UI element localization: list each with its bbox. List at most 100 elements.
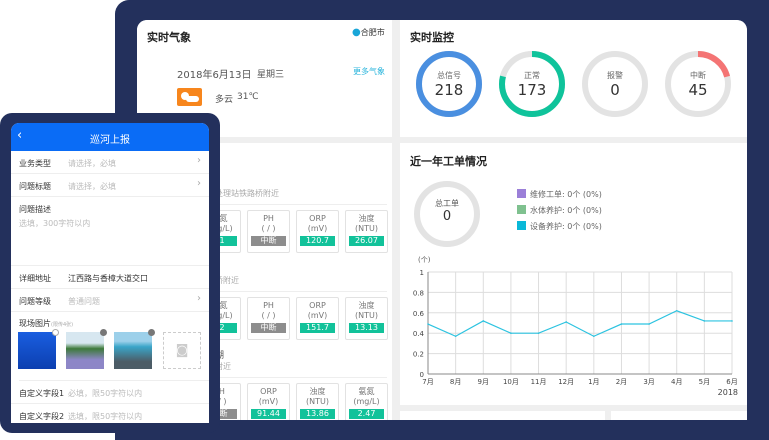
- field-placeholder: 选填，限50字符以内: [68, 412, 143, 421]
- ring-label: 总信号: [437, 71, 461, 80]
- legend-label: 设备养护:: [530, 222, 565, 231]
- city-selector[interactable]: ●合肥市: [352, 27, 385, 38]
- field-business-type[interactable]: 业务类型 请选择，必填 ›: [11, 151, 209, 174]
- ring-3[interactable]: 中断 45: [664, 50, 732, 118]
- monitor-title: 实时监控: [410, 31, 454, 44]
- sensor-unit: (mV): [258, 397, 279, 406]
- remove-photo-icon[interactable]: [100, 329, 107, 336]
- sensor-card[interactable]: PH( / ) 中断: [247, 297, 290, 340]
- bottom-panel-1: [400, 411, 605, 420]
- y-tick-label: 0.2: [413, 351, 424, 359]
- ring-gauge: [665, 51, 731, 117]
- sensor-name: ORP: [309, 214, 326, 223]
- sensor-value: 151.7: [300, 323, 335, 333]
- ring-2[interactable]: 报警 0: [581, 50, 649, 118]
- sensor-value: 2.47: [349, 409, 384, 419]
- y-tick-label: 0: [420, 371, 424, 379]
- phone-title: 巡河上报: [90, 135, 130, 146]
- sensor-card[interactable]: ORP (mV) 151.7: [296, 297, 339, 340]
- work-orders-panel: 近一年工单情况 总工单 0 维修工单: 0个 (0%) 水体养护: 0个 (0%)…: [400, 143, 747, 405]
- ring-value: 173: [517, 81, 547, 99]
- add-photo-button[interactable]: ◙: [163, 332, 201, 369]
- weather-date: 2018年6月13日: [177, 70, 252, 81]
- chevron-right-icon: ›: [197, 178, 201, 189]
- total-orders-label: 总工单: [435, 199, 459, 208]
- data-point: [731, 320, 733, 322]
- field-custom-1[interactable]: 自定义字段1 必填，限50字符以内: [11, 381, 209, 404]
- bottom-panel-2: [611, 411, 747, 420]
- series-line: [427, 310, 732, 337]
- dashboard-screen: 实时气象 ●合肥市 2018年6月13日 星期三 更多气象 多云 31℃ 实时监…: [137, 20, 747, 420]
- field-issue-title[interactable]: 问题标题 请选择，必填 ›: [11, 174, 209, 197]
- sensor-unit: ( / ): [261, 311, 276, 320]
- phone-header: ‹ 巡河上报: [11, 123, 209, 151]
- x-tick-label: 11月: [531, 378, 547, 386]
- monitor-panel: 实时监控 总信号 218 正常 173 报警 0 中断 45: [400, 20, 747, 137]
- x-tick-label: 1月: [588, 378, 599, 386]
- field-label: 问题标题: [19, 182, 51, 191]
- legend-item: 设备养护: 0个 (0%): [517, 221, 602, 232]
- orders-line-chart: (个) 0 0.2 0.4 0.6 0.8 1 7月 8月 9月 10月 11月 12月 1月 2月 3月 4月…: [413, 256, 738, 397]
- remove-photo-icon[interactable]: [148, 329, 155, 336]
- total-orders-ring: [414, 181, 480, 247]
- sensor-value: 13.86: [300, 409, 335, 419]
- x-tick-label: 10月: [503, 378, 519, 386]
- x-tick-label: 7月: [422, 378, 433, 386]
- field-label: 详细地址: [19, 274, 51, 283]
- x-tick-label: 8月: [450, 378, 461, 386]
- field-value: 江西路与香樟大道交口: [68, 274, 148, 283]
- sensor-card[interactable]: ORP (mV) 91.44: [247, 383, 290, 420]
- photo-thumbnail[interactable]: [114, 329, 155, 369]
- data-point: [675, 309, 678, 312]
- weather-title: 实时气象: [147, 31, 191, 44]
- photo-thumbnail[interactable]: [18, 329, 59, 369]
- data-point: [427, 323, 429, 325]
- photo-thumbnail[interactable]: [66, 329, 107, 369]
- partly-cloudy-icon: [177, 88, 202, 106]
- sensor-card[interactable]: 浊度 (NTU) 13.13: [345, 297, 388, 340]
- sensor-value: 中断: [251, 323, 286, 333]
- y-tick-label: 0.8: [413, 289, 424, 297]
- back-icon[interactable]: ‹: [17, 128, 23, 143]
- field-address[interactable]: 详细地址 江西路与香樟大道交口: [11, 266, 209, 289]
- field-custom-2[interactable]: 自定义字段2 选填，限50字符以内: [11, 404, 209, 423]
- weather-condition: 多云: [215, 95, 234, 105]
- legend-value: 0个 (0%): [567, 222, 602, 231]
- chevron-right-icon: ›: [197, 293, 201, 304]
- field-label: 自定义字段2: [19, 412, 65, 421]
- ring-value: 0: [610, 81, 620, 99]
- x-tick-label: 3月: [643, 378, 654, 386]
- more-weather-link[interactable]: 更多气象: [353, 67, 385, 76]
- camera-icon: ◙: [175, 343, 189, 358]
- ring-1[interactable]: 正常 173: [498, 50, 566, 118]
- sensor-card[interactable]: ORP (mV) 120.7: [296, 210, 339, 253]
- sensor-unit: (NTU): [355, 224, 378, 233]
- sensor-unit: (mg/L): [353, 397, 380, 406]
- ring-gauge: [582, 51, 648, 117]
- sensor-name: 浊度: [358, 301, 375, 310]
- sensor-card[interactable]: 浊度 (NTU) 13.86: [296, 383, 339, 420]
- sensor-name: 浊度: [358, 214, 375, 223]
- sensor-card[interactable]: PH( / ) 中断: [247, 210, 290, 253]
- ring-label: 报警: [607, 71, 623, 80]
- y-axis-unit: (个): [418, 256, 431, 264]
- station-name: 桥附近: [215, 276, 239, 285]
- x-tick-label: 12月: [558, 378, 574, 386]
- field-label: 自定义字段1: [19, 389, 65, 398]
- y-tick-label: 1: [420, 269, 424, 277]
- data-point: [454, 335, 457, 338]
- chevron-right-icon: ›: [197, 155, 201, 166]
- field-level[interactable]: 问题等级 普通问题 ›: [11, 289, 209, 312]
- field-description[interactable]: 问题描述 选填，300字符以内: [11, 197, 209, 266]
- sensor-card[interactable]: 氨氮 (mg/L) 2.47: [345, 383, 388, 420]
- ring-label: 中断: [690, 71, 706, 80]
- ring-0[interactable]: 总信号 218: [415, 50, 483, 118]
- total-orders-value: 0: [442, 209, 452, 224]
- phone-screen: ‹ 巡河上报 业务类型 请选择，必填 › 问题标题 请选择，必填 › 问题描述 选填，3…: [11, 123, 209, 423]
- ring-gauge: [499, 51, 565, 117]
- data-point: [703, 320, 706, 322]
- sensor-unit: (NTU): [306, 397, 329, 406]
- sensor-card[interactable]: 浊度 (NTU) 26.07: [345, 210, 388, 253]
- data-point: [565, 321, 567, 323]
- remove-photo-icon[interactable]: [52, 329, 59, 336]
